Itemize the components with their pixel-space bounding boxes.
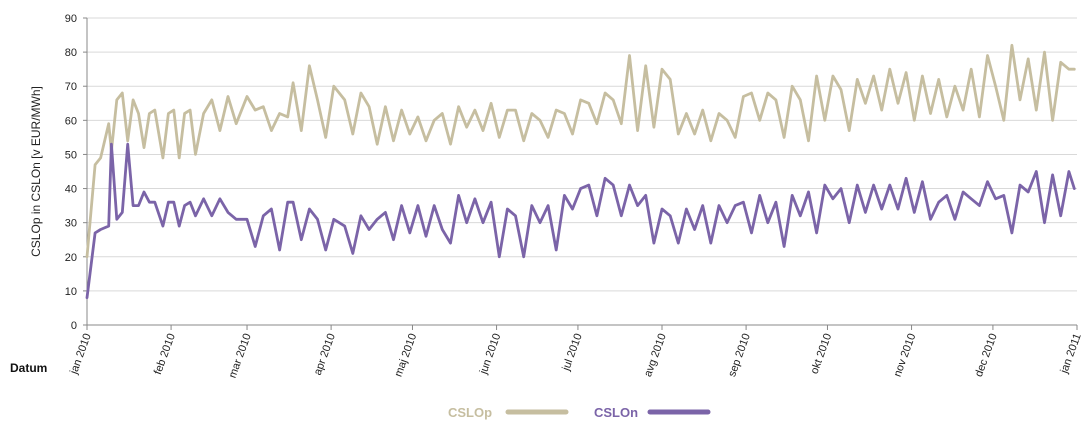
x-tick-label: okt 2010: [809, 332, 835, 376]
y-tick-label: 30: [65, 218, 77, 230]
series-line-cslop: [85, 43, 1076, 259]
x-tick-label: sep 2010: [726, 332, 753, 379]
y-tick-label: 10: [65, 286, 77, 298]
legend: CSLOp CSLOn: [448, 405, 711, 420]
axes: [86, 18, 1077, 326]
x-tick-label: nov 2010: [892, 332, 919, 379]
x-axis-ticks: jan 2010 feb 2010 mar 2010 apr 2010 maj 2010…: [68, 325, 1083, 380]
x-tick-label: jun 2010: [477, 332, 503, 377]
x-tick-label: mar 2010: [227, 332, 254, 380]
x-tick-label: jul 2010: [560, 332, 585, 373]
y-axis-ticks: 0 10 20 30 40 50 60 70 80 90: [65, 13, 87, 332]
y-axis-label: CSLOp in CSLOn [v EUR/MWh]: [29, 86, 43, 257]
y-tick-label: 50: [65, 149, 77, 161]
series-line-cslon: [85, 142, 1076, 300]
x-tick-label: avg 2010: [642, 332, 669, 379]
y-tick-label: 40: [65, 184, 77, 196]
y-tick-label: 90: [65, 13, 77, 25]
legend-label-cslop: CSLOp: [448, 405, 492, 420]
x-tick-label: dec 2010: [973, 332, 1000, 379]
y-tick-label: 20: [65, 252, 77, 264]
y-tick-label: 80: [65, 47, 77, 59]
series-lines: [85, 43, 1076, 300]
x-tick-label: jan 2010: [68, 332, 94, 377]
y-tick-label: 0: [71, 320, 77, 332]
x-tick-label: maj 2010: [393, 332, 420, 379]
y-tick-label: 60: [65, 115, 77, 127]
x-tick-label: jan 2011: [1058, 332, 1083, 376]
legend-label-cslon: CSLOn: [594, 405, 638, 420]
gridlines: [87, 17, 1077, 292]
x-tick-label: feb 2010: [152, 332, 178, 376]
x-tick-label: apr 2010: [312, 332, 338, 377]
y-tick-label: 70: [65, 81, 77, 93]
x-axis-label: Datum: [10, 361, 47, 375]
